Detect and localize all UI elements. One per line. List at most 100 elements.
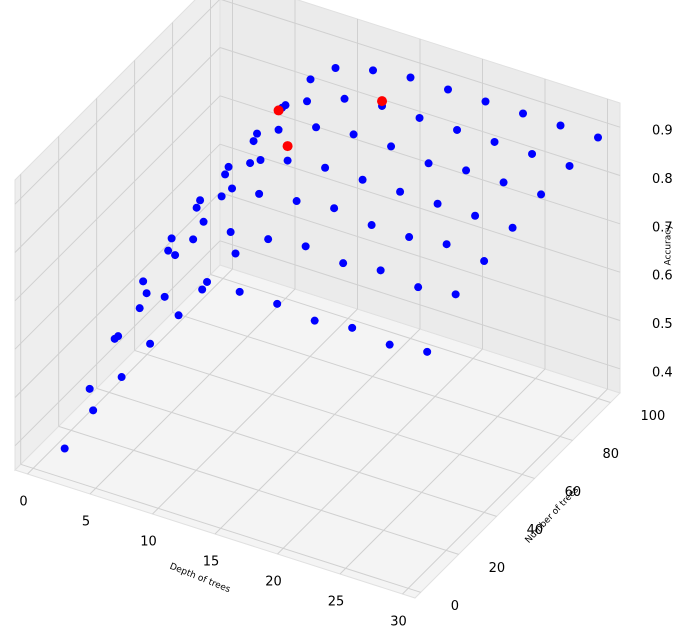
x-tick-label: 10 — [140, 535, 157, 550]
grid-line — [219, 95, 621, 225]
grid-line — [20, 463, 421, 593]
grid-line — [14, 95, 221, 302]
point — [274, 125, 283, 134]
point — [340, 94, 349, 103]
point — [199, 217, 208, 226]
grid-line — [27, 268, 233, 475]
point — [235, 287, 244, 296]
point — [369, 66, 378, 75]
x-tick-label: 15 — [203, 555, 220, 570]
grid-line — [220, 0, 621, 128]
point — [171, 251, 180, 260]
point — [565, 161, 574, 170]
grid-line — [210, 274, 611, 403]
point — [331, 63, 340, 72]
y-tick-label: 60 — [565, 485, 582, 500]
grid-line — [14, 192, 221, 398]
point — [349, 130, 358, 139]
grid-line — [219, 143, 621, 273]
y-tick-label: 0 — [451, 599, 459, 614]
grid-line — [277, 348, 483, 555]
point — [462, 166, 471, 175]
point — [442, 240, 451, 249]
grid-line — [89, 288, 296, 495]
point — [228, 184, 237, 193]
point — [471, 211, 480, 220]
point — [499, 178, 508, 187]
point — [519, 109, 528, 118]
grid-line — [134, 349, 535, 479]
point — [480, 257, 489, 266]
point — [358, 175, 367, 184]
point — [292, 197, 301, 206]
point — [146, 339, 155, 348]
point — [490, 137, 499, 146]
grid-line — [96, 387, 497, 517]
point — [283, 156, 292, 165]
x-axis-label: Depth of trees — [168, 562, 232, 596]
point — [117, 373, 126, 382]
z-axis-label: Accuracy — [664, 224, 674, 266]
point — [174, 311, 183, 320]
point — [508, 223, 517, 232]
left-pane — [14, 0, 221, 472]
point — [85, 384, 94, 393]
point — [377, 96, 388, 107]
point — [253, 129, 262, 138]
point — [301, 242, 310, 251]
point — [264, 235, 273, 244]
y-tick-label: 80 — [603, 447, 620, 462]
x-tick-label: 5 — [82, 515, 90, 530]
point — [160, 292, 169, 301]
point — [453, 125, 462, 134]
point — [246, 159, 255, 168]
point — [396, 187, 405, 196]
point — [192, 203, 201, 212]
z-tick-label: 0.8 — [652, 172, 673, 187]
point — [255, 189, 264, 198]
point — [203, 277, 212, 286]
point — [330, 204, 339, 213]
point — [424, 159, 433, 168]
point — [594, 133, 603, 142]
grid-line — [219, 47, 621, 176]
point — [224, 162, 233, 171]
x-tick-label: 0 — [19, 495, 27, 510]
grid-line — [58, 425, 459, 555]
grid-line — [172, 311, 573, 441]
point — [273, 299, 282, 308]
z-tick-label: 0.9 — [652, 124, 673, 139]
grid-line — [214, 328, 421, 535]
point — [189, 235, 198, 244]
point — [167, 234, 176, 243]
point — [198, 285, 207, 294]
point — [348, 323, 357, 332]
point — [221, 170, 230, 179]
grid-line — [219, 240, 621, 370]
point — [556, 121, 565, 130]
x-tick-label: 20 — [265, 575, 282, 590]
point — [415, 113, 424, 122]
grid-line — [339, 368, 546, 575]
point — [231, 249, 240, 258]
point — [367, 221, 376, 230]
grid-line — [14, 47, 221, 253]
point — [385, 340, 394, 349]
point — [273, 105, 284, 116]
point — [414, 283, 423, 292]
z-tick-label: 0.4 — [652, 365, 673, 380]
point — [481, 97, 490, 106]
point — [249, 137, 258, 146]
grid-line — [14, 143, 221, 350]
z-tick-label: 0.7 — [652, 220, 673, 235]
point — [444, 85, 453, 94]
point — [312, 123, 321, 132]
point — [321, 163, 330, 172]
point — [256, 155, 265, 164]
point — [339, 259, 348, 268]
point — [142, 289, 151, 298]
point — [139, 277, 148, 286]
point — [537, 190, 546, 199]
point — [89, 406, 98, 415]
